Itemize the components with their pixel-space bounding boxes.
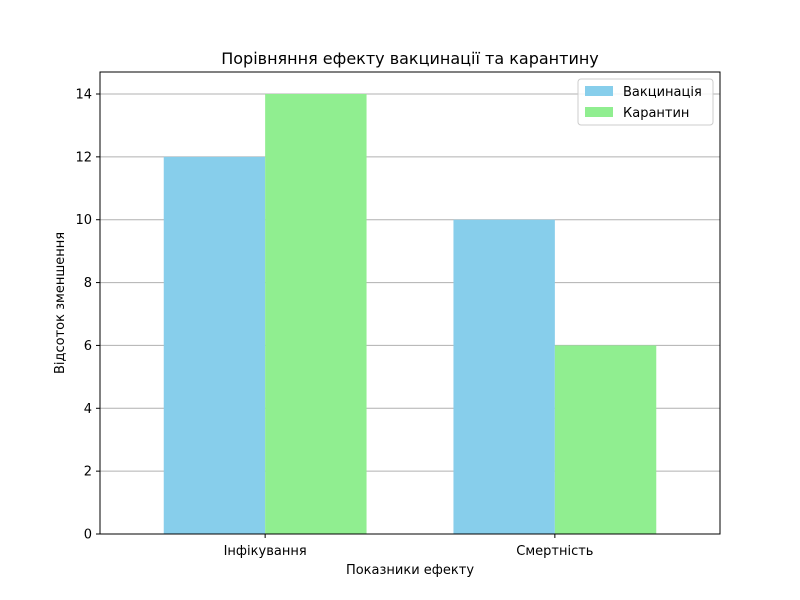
y-tick-label: 10 (75, 213, 92, 228)
chart-title: Порівняння ефекту вакцинації та карантин… (221, 49, 599, 68)
bars (163, 94, 657, 534)
legend: Вакцинація Карантин (577, 78, 714, 126)
legend-label: Вакцинація (623, 85, 702, 100)
y-tick-label: 14 (75, 88, 92, 103)
x-tick-label: Смертність (516, 544, 593, 559)
plot-frame (99, 71, 721, 535)
bar-vaccination-1 (453, 219, 555, 534)
bar-quarantine-0 (265, 94, 367, 534)
x-tick-label: Інфікування (224, 544, 307, 559)
legend-swatch (585, 86, 613, 96)
legend-swatch (585, 107, 613, 117)
y-tick-label: 4 (84, 402, 92, 417)
y-tick-label: 8 (84, 276, 92, 291)
bar-vaccination-0 (163, 156, 266, 534)
x-axis: Інфікування Смертність (224, 534, 593, 559)
y-tick-label: 6 (84, 339, 92, 354)
y-tick-label: 12 (75, 150, 92, 165)
legend-label: Карантин (623, 106, 689, 121)
x-axis-label: Показники ефекту (346, 563, 474, 578)
bar-quarantine-1 (554, 345, 657, 534)
y-tick-label: 2 (84, 465, 92, 480)
y-axis: 0 2 4 6 8 10 12 14 (75, 88, 100, 543)
y-tick-label: 0 (84, 528, 92, 543)
y-axis-label: Відсоток зменшення (53, 232, 68, 374)
